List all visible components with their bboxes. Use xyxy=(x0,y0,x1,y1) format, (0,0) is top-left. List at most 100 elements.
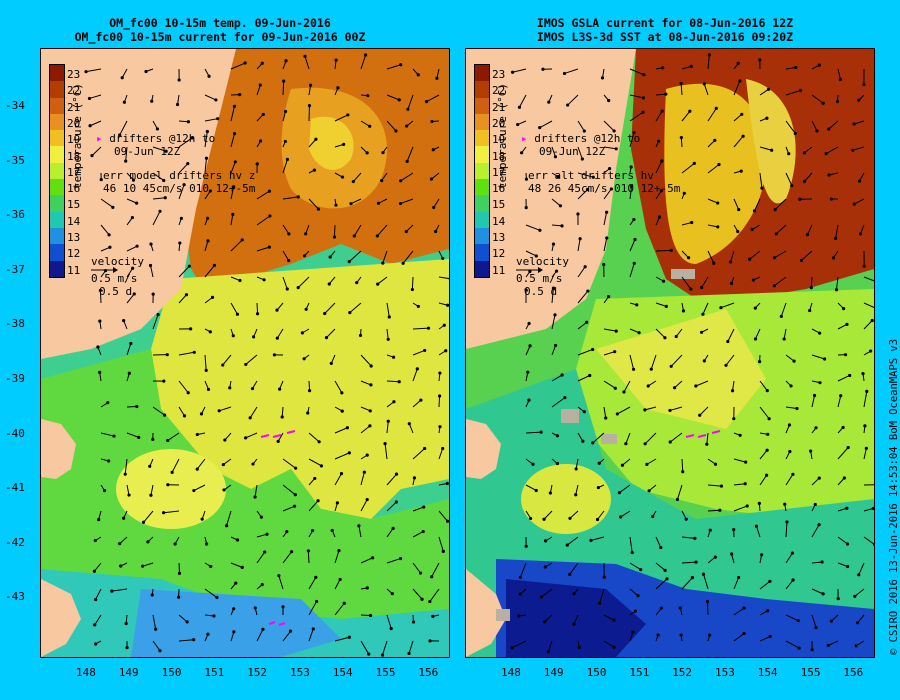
current-vector-head xyxy=(369,364,373,368)
current-vector xyxy=(759,449,768,460)
current-vector-head xyxy=(258,83,262,87)
current-vector xyxy=(655,328,666,339)
current-vector-head xyxy=(649,367,653,371)
current-vector-head xyxy=(831,256,836,260)
southern-eddy xyxy=(116,449,226,529)
current-vector-head xyxy=(441,256,445,261)
current-vector-head xyxy=(809,449,813,453)
current-vector xyxy=(785,614,799,622)
current-vector-head xyxy=(330,528,334,533)
current-vector-head xyxy=(785,520,789,524)
current-vector-head xyxy=(793,131,797,136)
current-vector-head xyxy=(517,614,521,618)
current-vector xyxy=(150,484,154,496)
current-vector xyxy=(730,250,735,263)
current-vector xyxy=(282,276,288,290)
drifter-legend: ▸ drifters @12h to 09-Jun 12Z xyxy=(96,132,216,158)
current-vector-head xyxy=(287,232,291,236)
current-vector-head xyxy=(632,261,636,265)
latitude-tick-label: -36 xyxy=(5,208,25,222)
current-vector-head xyxy=(339,472,344,476)
current-vector xyxy=(619,484,631,494)
current-vector-head xyxy=(605,236,609,240)
current-vector xyxy=(178,265,190,278)
current-vector-head xyxy=(630,550,634,555)
current-vector-head xyxy=(122,319,126,323)
current-vector-head xyxy=(842,476,846,480)
current-vector xyxy=(733,80,741,96)
current-vector-head xyxy=(406,107,410,111)
current-vector-head xyxy=(553,343,558,348)
colorbar-tick-label: 19 xyxy=(492,133,506,147)
current-vector-head xyxy=(614,147,618,151)
current-vector-head xyxy=(659,606,664,610)
colorbar-swatch xyxy=(50,211,64,228)
current-vector-head xyxy=(369,383,373,387)
current-vector xyxy=(308,577,317,590)
longitude-tick-label: 153 xyxy=(290,666,310,679)
current-vector-head xyxy=(555,434,559,438)
current-vector-head xyxy=(316,207,321,211)
current-vector xyxy=(412,562,421,574)
current-vector-head xyxy=(861,371,865,376)
latitude-tick-label: -37 xyxy=(5,262,25,276)
current-vector xyxy=(125,146,128,162)
current-vector-head xyxy=(235,538,240,542)
current-vector xyxy=(256,246,270,252)
current-vector xyxy=(100,224,110,236)
current-vector-head xyxy=(730,552,734,556)
current-vector xyxy=(85,68,102,73)
current-vector xyxy=(733,483,746,486)
current-vector-head xyxy=(314,575,318,579)
current-vector-head xyxy=(210,295,215,299)
current-vector-head xyxy=(438,394,442,398)
current-vector-head xyxy=(357,524,361,528)
current-vector-head xyxy=(262,278,266,282)
current-vector xyxy=(91,146,102,157)
current-vector xyxy=(348,250,362,262)
current-vector-head xyxy=(622,390,626,394)
colorbar-tick-label: 17 xyxy=(67,165,81,179)
current-vector-head xyxy=(446,303,449,307)
current-vector-head xyxy=(205,129,209,134)
current-vector-head xyxy=(607,98,611,103)
current-vector-head xyxy=(702,82,706,86)
current-vector-head xyxy=(166,438,170,443)
current-vector xyxy=(733,113,743,122)
current-vector xyxy=(755,328,761,340)
current-vector-head xyxy=(802,151,806,155)
current-vector-head xyxy=(668,408,672,413)
colorbar-tick-label: 13 xyxy=(67,231,81,244)
current-vector xyxy=(754,198,761,212)
current-vector xyxy=(727,328,735,342)
latitude-tick-label: -41 xyxy=(5,481,25,495)
current-vector xyxy=(592,432,605,444)
current-vector xyxy=(204,190,211,200)
current-vector-head xyxy=(407,651,411,656)
current-vector xyxy=(837,68,841,80)
current-vector-head xyxy=(834,236,838,241)
current-vector xyxy=(811,477,820,486)
current-vector-head xyxy=(612,645,616,649)
current-vector xyxy=(386,473,397,486)
current-vector-head xyxy=(170,470,174,474)
current-vector xyxy=(126,343,132,356)
current-vector-head xyxy=(609,187,613,191)
current-vector-head xyxy=(661,66,665,70)
current-vector-head xyxy=(316,499,320,503)
current-vector xyxy=(733,505,748,512)
current-vector xyxy=(412,327,429,330)
current-vector xyxy=(629,132,635,148)
current-vector-head xyxy=(355,281,359,285)
current-vector-head xyxy=(280,415,284,419)
current-vector-head xyxy=(334,58,338,62)
current-vector-head xyxy=(872,542,874,547)
current-vector xyxy=(152,314,159,330)
current-vector xyxy=(178,294,187,304)
current-vector xyxy=(124,458,128,475)
longitude-tick-label: 152 xyxy=(247,666,268,679)
current-vector-head xyxy=(642,73,646,77)
current-vector-head xyxy=(255,312,260,316)
current-vector xyxy=(707,509,720,512)
current-vector xyxy=(759,380,768,391)
